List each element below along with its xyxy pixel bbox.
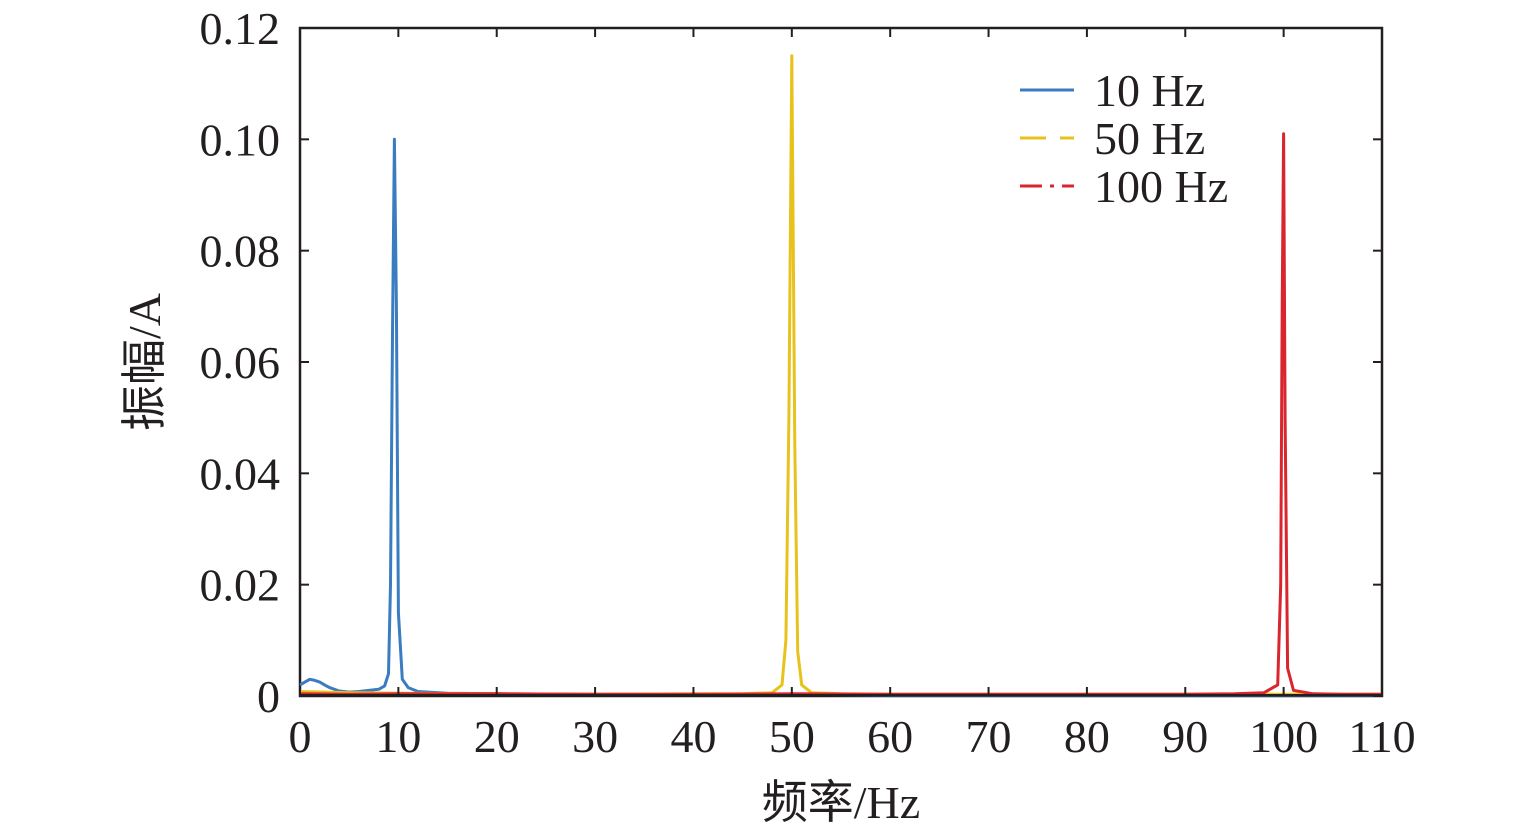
x-tick-label: 10 — [375, 711, 421, 762]
x-tick-label: 60 — [867, 711, 913, 762]
x-tick-label: 70 — [966, 711, 1012, 762]
y-tick-label: 0.04 — [200, 448, 281, 499]
y-tick-label: 0.06 — [200, 337, 281, 388]
x-tick-label: 100 — [1249, 711, 1318, 762]
x-tick-label: 80 — [1064, 711, 1110, 762]
x-axis-ticks: 0 10 20 30 40 50 60 70 80 90 100 110 — [289, 28, 1416, 762]
legend-label-3: 100 Hz — [1094, 161, 1228, 212]
y-tick-label: 0 — [257, 671, 280, 722]
series-layer — [299, 54, 1382, 697]
y-axis-label: 振幅/A — [119, 293, 170, 431]
x-tick-label: 110 — [1348, 711, 1415, 762]
x-tick-label: 0 — [289, 711, 312, 762]
plot-frame — [298, 26, 1384, 698]
legend-label-2: 50 Hz — [1094, 113, 1205, 164]
y-tick-label: 0.02 — [200, 560, 281, 611]
legend-label-1: 10 Hz — [1094, 65, 1205, 116]
series-line-3 — [299, 132, 1382, 696]
x-tick-label: 20 — [474, 711, 520, 762]
x-tick-label: 50 — [769, 711, 815, 762]
y-tick-label: 0.12 — [200, 3, 281, 54]
y-tick-label: 0.10 — [200, 114, 281, 165]
x-tick-label: 40 — [670, 711, 716, 762]
x-axis-label: 频率/Hz — [762, 777, 920, 828]
x-tick-label: 90 — [1162, 711, 1208, 762]
y-tick-label: 0.08 — [200, 226, 281, 277]
series-line-1 — [299, 137, 1382, 697]
y-axis-ticks: 0 0.02 0.04 0.06 0.08 0.10 0.12 — [200, 3, 1382, 722]
x-tick-label: 30 — [572, 711, 618, 762]
series-line-2 — [299, 54, 1382, 696]
